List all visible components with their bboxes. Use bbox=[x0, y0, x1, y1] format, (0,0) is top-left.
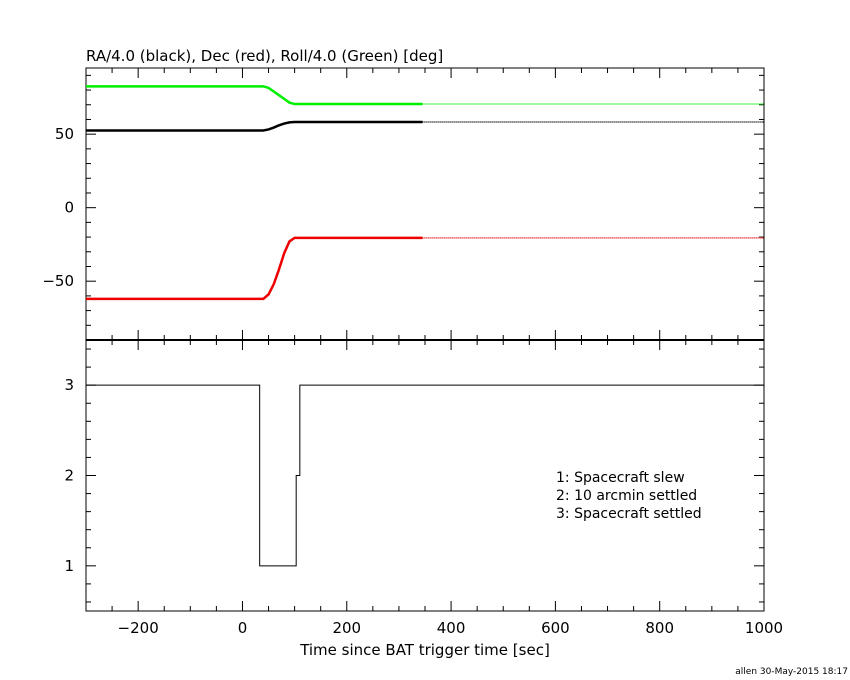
bottom-x-tick-label: 600 bbox=[541, 619, 570, 637]
bottom-x-tick-label: −200 bbox=[118, 619, 159, 637]
bottom-x-tick-label: 800 bbox=[645, 619, 674, 637]
status-step-line bbox=[86, 384, 764, 567]
x-axis-label: Time since BAT trigger time [sec] bbox=[299, 641, 550, 659]
series-0-solid-line bbox=[86, 85, 423, 106]
top-y-tick-label: 0 bbox=[64, 199, 74, 217]
bottom-x-tick-label: 200 bbox=[332, 619, 361, 637]
bottom-y-tick-label: 3 bbox=[64, 376, 74, 394]
footer-stamp: allen 30-May-2015 18:17 bbox=[735, 667, 848, 677]
top-chart: RA/4.0 (black), Dec (red), Roll/4.0 (Gre… bbox=[42, 47, 765, 341]
bottom-y-tick-label: 1 bbox=[64, 557, 74, 575]
bottom-x-tick-label: 1000 bbox=[745, 619, 783, 637]
bottom-x-tick-label: 400 bbox=[437, 619, 466, 637]
bottom-chart: −200 0 200 400 600 800 1000 3 2 1 1: Spacecraft s… bbox=[64, 339, 783, 659]
top-chart-title: RA/4.0 (black), Dec (red), Roll/4.0 (Gre… bbox=[86, 47, 443, 65]
legend-entry-10arcmin: 2: 10 arcmin settled bbox=[556, 488, 697, 504]
bottom-x-tick-label: 0 bbox=[238, 619, 248, 637]
legend-entry-slew: 1: Spacecraft slew bbox=[556, 470, 685, 486]
top-y-tick-label: 50 bbox=[55, 125, 74, 143]
bottom-y-tick-label: 2 bbox=[64, 467, 74, 485]
legend-entry-settled: 3: Spacecraft settled bbox=[556, 506, 702, 522]
series-2-solid-line bbox=[86, 236, 423, 301]
series-1-solid-line bbox=[86, 120, 423, 132]
top-y-tick-label: −50 bbox=[42, 272, 74, 290]
